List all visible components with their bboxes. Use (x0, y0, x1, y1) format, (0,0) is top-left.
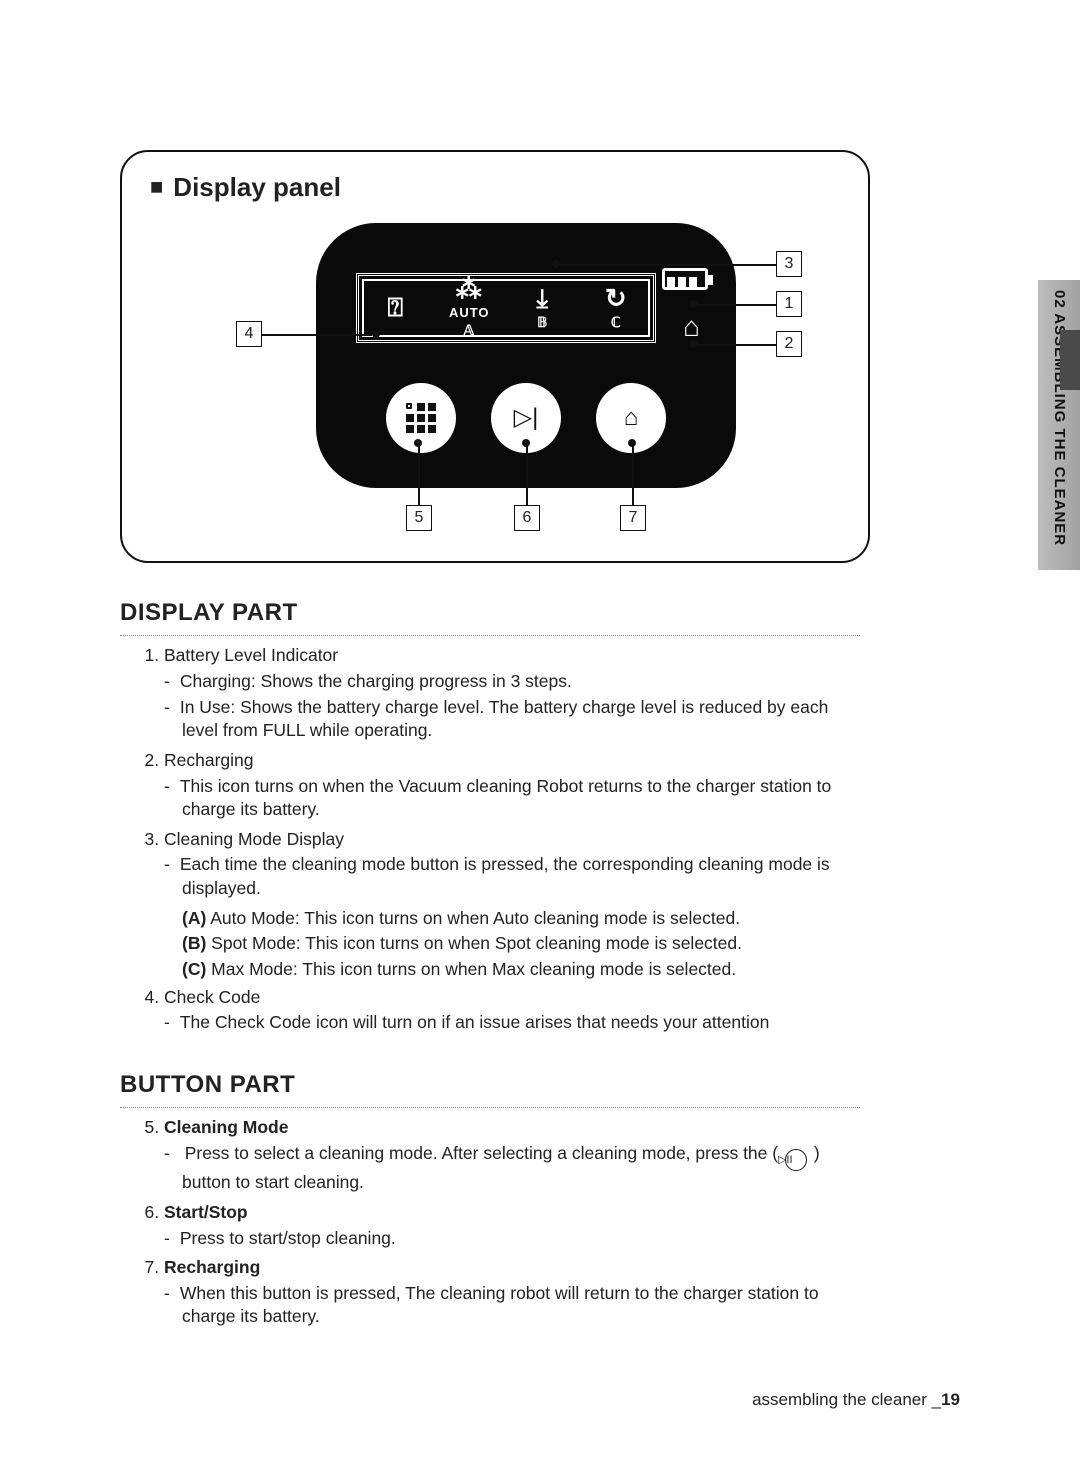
spot-mode-icon: ⤓ 𝔹 (516, 285, 570, 332)
callout-5: 5 (406, 505, 432, 531)
list-item: Cleaning Mode Display Each time the clea… (164, 828, 862, 982)
lcd-screen: ⍰ ⁂ AUTO 𝔸 ⤓ 𝔹 ↻ ℂ (356, 273, 656, 343)
battery-indicator-icon (662, 268, 708, 290)
list-item: Recharging When this button is pressed, … (164, 1256, 862, 1329)
callout-1: 1 (776, 291, 802, 317)
list-item: Cleaning Mode Press to select a cleaning… (164, 1116, 862, 1195)
callout-4: 4 (236, 321, 262, 347)
display-panel-diagram: ⍰ ⁂ AUTO 𝔸 ⤓ 𝔹 ↻ ℂ (146, 213, 844, 533)
callout-2: 2 (776, 331, 802, 357)
check-code-icon: ⍰ (369, 294, 423, 322)
figure-title: Display panel (150, 170, 844, 205)
display-part-heading: DISPLAY PART (120, 597, 860, 636)
play-pause-icon: ▷| (514, 402, 539, 434)
display-panel-figure: Display panel ⍰ ⁂ AUTO 𝔸 ⤓ 𝔹 (120, 150, 870, 563)
auto-mode-icon: ⁂ AUTO 𝔸 (442, 276, 496, 340)
display-part-list: Battery Level Indicator Charging: Shows … (142, 644, 862, 1034)
grid-icon (406, 403, 436, 433)
list-item: Battery Level Indicator Charging: Shows … (164, 644, 862, 743)
callout-3: 3 (776, 251, 802, 277)
home-icon: ⌂ (624, 402, 639, 434)
list-item: Recharging This icon turns on when the V… (164, 749, 862, 822)
callout-6: 6 (514, 505, 540, 531)
play-pause-inline-icon: ▷II (785, 1149, 807, 1171)
button-part-heading: BUTTON PART (120, 1069, 860, 1108)
max-mode-icon: ↻ ℂ (589, 285, 643, 332)
callout-7: 7 (620, 505, 646, 531)
list-item: Start/Stop Press to start/stop cleaning. (164, 1201, 862, 1250)
page-footer: assembling the cleaner _19 (752, 1389, 960, 1412)
list-item: Check Code The Check Code icon will turn… (164, 986, 862, 1035)
button-part-list: Cleaning Mode Press to select a cleaning… (142, 1116, 862, 1329)
